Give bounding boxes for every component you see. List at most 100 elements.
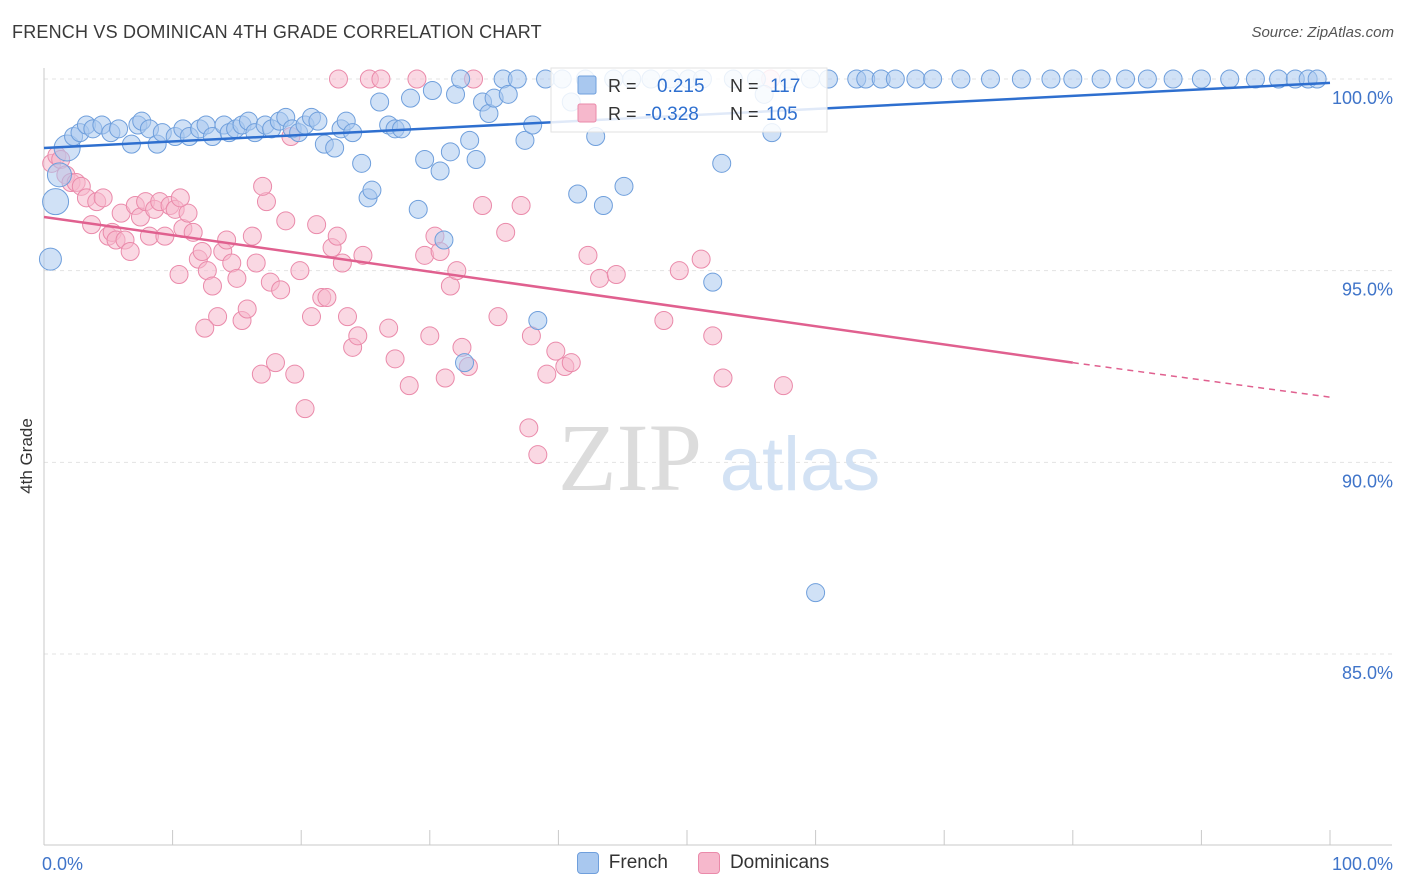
dominicans-point bbox=[328, 69, 348, 89]
french-point bbox=[923, 69, 943, 89]
dominicans-point bbox=[496, 222, 516, 242]
dominicans-point bbox=[253, 176, 273, 196]
gridlines bbox=[44, 78, 1392, 655]
french-point bbox=[806, 583, 826, 603]
x-tick-label: 100.0% bbox=[1332, 854, 1393, 874]
dominicans-point bbox=[519, 418, 539, 438]
french-point bbox=[614, 176, 634, 196]
dominicans-point bbox=[337, 307, 357, 327]
dominicans-point bbox=[669, 261, 689, 281]
dominicans-point bbox=[195, 318, 215, 338]
dominicans-point bbox=[546, 341, 566, 361]
french-r-value: 0.215 bbox=[657, 76, 705, 97]
watermark: ZIP atlas bbox=[558, 404, 880, 511]
dominicans-r-value: -0.328 bbox=[645, 104, 699, 125]
dominicans-point bbox=[276, 211, 296, 231]
dominicans-point bbox=[271, 280, 291, 300]
french-point bbox=[440, 142, 460, 162]
dominicans-point bbox=[348, 326, 368, 346]
x-tick-labels: 0.0% 100.0% bbox=[42, 854, 1393, 874]
dominicans-point bbox=[237, 299, 257, 319]
dominicans-point bbox=[170, 188, 190, 208]
french-point bbox=[109, 119, 129, 139]
dominicans-point bbox=[473, 196, 493, 215]
french-point bbox=[906, 69, 926, 89]
dominicans-point bbox=[528, 445, 548, 465]
dominicans-point bbox=[301, 307, 321, 327]
french-point bbox=[46, 162, 72, 188]
y-tick-label: 95.0% bbox=[1342, 280, 1393, 300]
dominicans-trend-line bbox=[43, 215, 1073, 364]
dominicans-point bbox=[703, 326, 723, 346]
y-tick-label: 90.0% bbox=[1342, 471, 1393, 491]
dominicans-point bbox=[590, 268, 610, 288]
french-point bbox=[415, 150, 435, 169]
french-point bbox=[1245, 69, 1265, 89]
dominicans-point bbox=[246, 253, 266, 273]
french-point bbox=[352, 153, 372, 173]
dominicans-point bbox=[691, 249, 711, 269]
series-legend: French Dominicans bbox=[0, 852, 1406, 874]
french-point bbox=[38, 247, 62, 271]
x-tick-label: 0.0% bbox=[42, 854, 83, 874]
french-point bbox=[455, 353, 475, 373]
french-point bbox=[498, 84, 518, 104]
dominicans-point bbox=[488, 307, 508, 327]
french-point bbox=[568, 184, 588, 204]
dominicans-point bbox=[178, 203, 198, 223]
french-legend-label: French bbox=[608, 852, 668, 873]
dominicans-point bbox=[317, 288, 337, 307]
french-point bbox=[951, 69, 971, 89]
french-points bbox=[38, 69, 1327, 603]
dominicans-point bbox=[242, 226, 262, 246]
watermark-atlas: atlas bbox=[720, 422, 881, 507]
dominicans-point bbox=[606, 265, 626, 284]
y-axis-title: 4th Grade bbox=[17, 418, 36, 494]
dominicans-point bbox=[120, 242, 140, 261]
french-point bbox=[980, 69, 1000, 89]
french-point bbox=[523, 115, 543, 135]
dominicans-point bbox=[227, 268, 247, 288]
french-point bbox=[408, 199, 428, 219]
chart-title: FRENCH VS DOMINICAN 4TH GRADE CORRELATIO… bbox=[12, 22, 542, 42]
dominicans-point bbox=[265, 353, 285, 373]
dominicans-point bbox=[379, 318, 399, 338]
dominicans-point bbox=[169, 265, 189, 284]
axes bbox=[43, 68, 1392, 846]
dominicans-point bbox=[208, 307, 228, 327]
french-point bbox=[430, 161, 450, 181]
dominicans-legend-label: Dominicans bbox=[729, 852, 830, 873]
french-point bbox=[370, 92, 390, 112]
french-point bbox=[593, 196, 613, 215]
dominicans-point bbox=[561, 353, 581, 373]
dominicans-points bbox=[42, 69, 793, 465]
dominicans-point bbox=[773, 376, 793, 396]
y-tick-label: 85.0% bbox=[1342, 663, 1393, 683]
source-credit: Source: ZipAtlas.com bbox=[1251, 24, 1394, 41]
french-point bbox=[1091, 69, 1111, 89]
dominicans-point bbox=[217, 230, 237, 250]
french-point bbox=[703, 272, 723, 292]
legend-item-french: French bbox=[576, 852, 668, 874]
dominicans-n-label: N = bbox=[730, 104, 759, 124]
dominicans-point bbox=[407, 69, 427, 89]
dominicans-trend-extension bbox=[1072, 361, 1331, 398]
french-n-value: 117 bbox=[770, 76, 800, 97]
french-point bbox=[460, 130, 480, 150]
dominicans-point bbox=[385, 349, 405, 369]
french-point bbox=[451, 69, 471, 89]
french-point bbox=[1163, 69, 1183, 89]
french-legend-swatch bbox=[576, 852, 599, 874]
dominicans-point bbox=[399, 376, 419, 396]
dominicans-point bbox=[353, 245, 373, 265]
french-point bbox=[401, 88, 421, 108]
french-point bbox=[515, 130, 535, 150]
french-point bbox=[1116, 69, 1136, 89]
dominicans-point bbox=[93, 188, 113, 208]
stats-legend: R = 0.215 N = 117 R = -0.328 N = 105 bbox=[550, 67, 828, 133]
french-point bbox=[434, 230, 454, 250]
french-point bbox=[42, 188, 70, 216]
french-point bbox=[422, 81, 442, 100]
dominicans-point bbox=[420, 326, 440, 346]
